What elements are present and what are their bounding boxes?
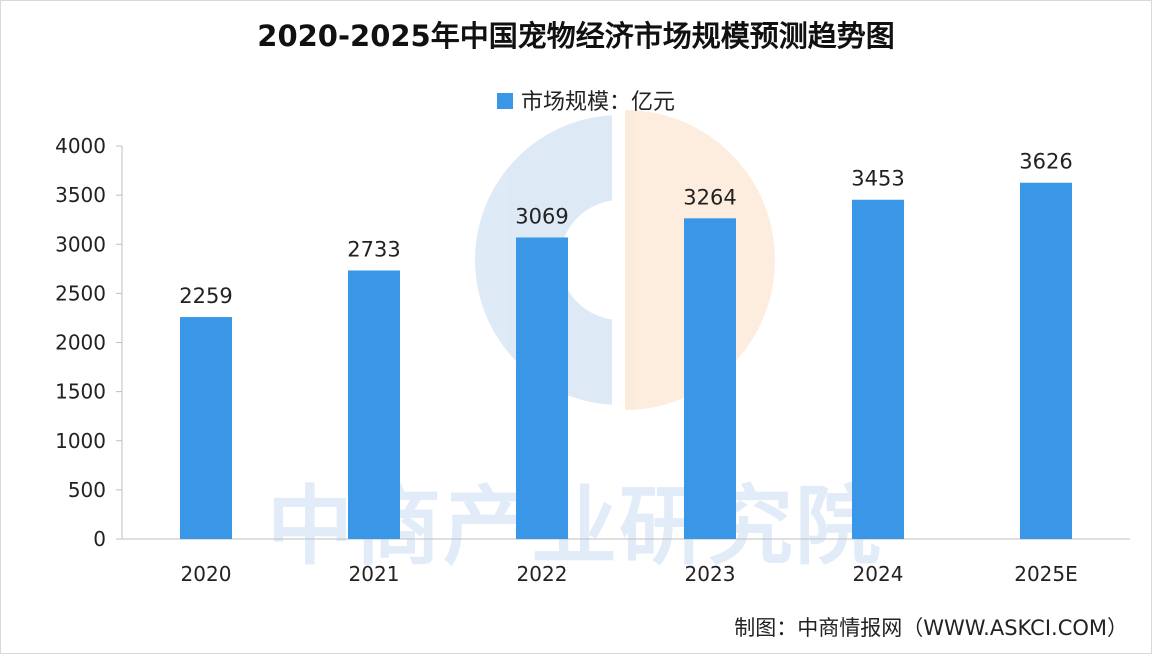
y-tick-label: 3500: [55, 183, 106, 207]
y-tick-label: 4000: [55, 134, 106, 158]
y-tick-label: 0: [93, 527, 106, 551]
x-tick-label-2022: 2022: [517, 562, 568, 586]
y-tick-label: 2000: [55, 331, 106, 355]
bars: [180, 182, 1072, 540]
y-tick-label: 1500: [55, 380, 106, 404]
credit-text: 制图：中商情报网（WWW.ASKCI.COM）: [734, 616, 1128, 640]
chart-title: 2020-2025年中国宠物经济市场规模预测趋势图: [257, 19, 894, 53]
y-tick-label: 1000: [55, 429, 106, 453]
y-tick-label: 3000: [55, 232, 106, 256]
legend: 市场规模：亿元: [497, 90, 675, 115]
x-tick-label-2023: 2023: [685, 562, 736, 586]
data-label-2022: 3069: [515, 204, 568, 228]
x-tick-label-2021: 2021: [349, 562, 400, 586]
x-tick-label-2025E: 2025E: [1014, 562, 1078, 586]
bar-2022: [516, 237, 568, 539]
data-labels: 2259 2733 3069 3264 3453 3626: [179, 150, 1072, 308]
y-tick-label: 2500: [55, 281, 106, 305]
bar-2025E: [1020, 182, 1072, 540]
data-label-2024: 3453: [851, 167, 904, 191]
data-label-2023: 3264: [683, 185, 736, 209]
legend-label: 市场规模：亿元: [521, 90, 675, 115]
x-axis-ticks: 2020 2021 2022 2023 2024 2025E: [181, 562, 1078, 586]
y-axis-ticks: 4000 3500 3000 2500 2000 1500 1000 500 0: [55, 134, 122, 551]
data-label-2021: 2733: [347, 237, 400, 261]
bar-2020: [180, 317, 232, 539]
data-label-2025E: 3626: [1019, 150, 1072, 174]
legend-swatch: [497, 93, 513, 109]
x-tick-label-2020: 2020: [181, 562, 232, 586]
bar-2024: [852, 199, 904, 540]
data-label-2020: 2259: [179, 284, 232, 308]
y-tick-label: 500: [68, 478, 106, 502]
x-tick-label-2024: 2024: [853, 562, 904, 586]
bar-2021: [348, 270, 400, 539]
bar-2023: [684, 218, 736, 539]
